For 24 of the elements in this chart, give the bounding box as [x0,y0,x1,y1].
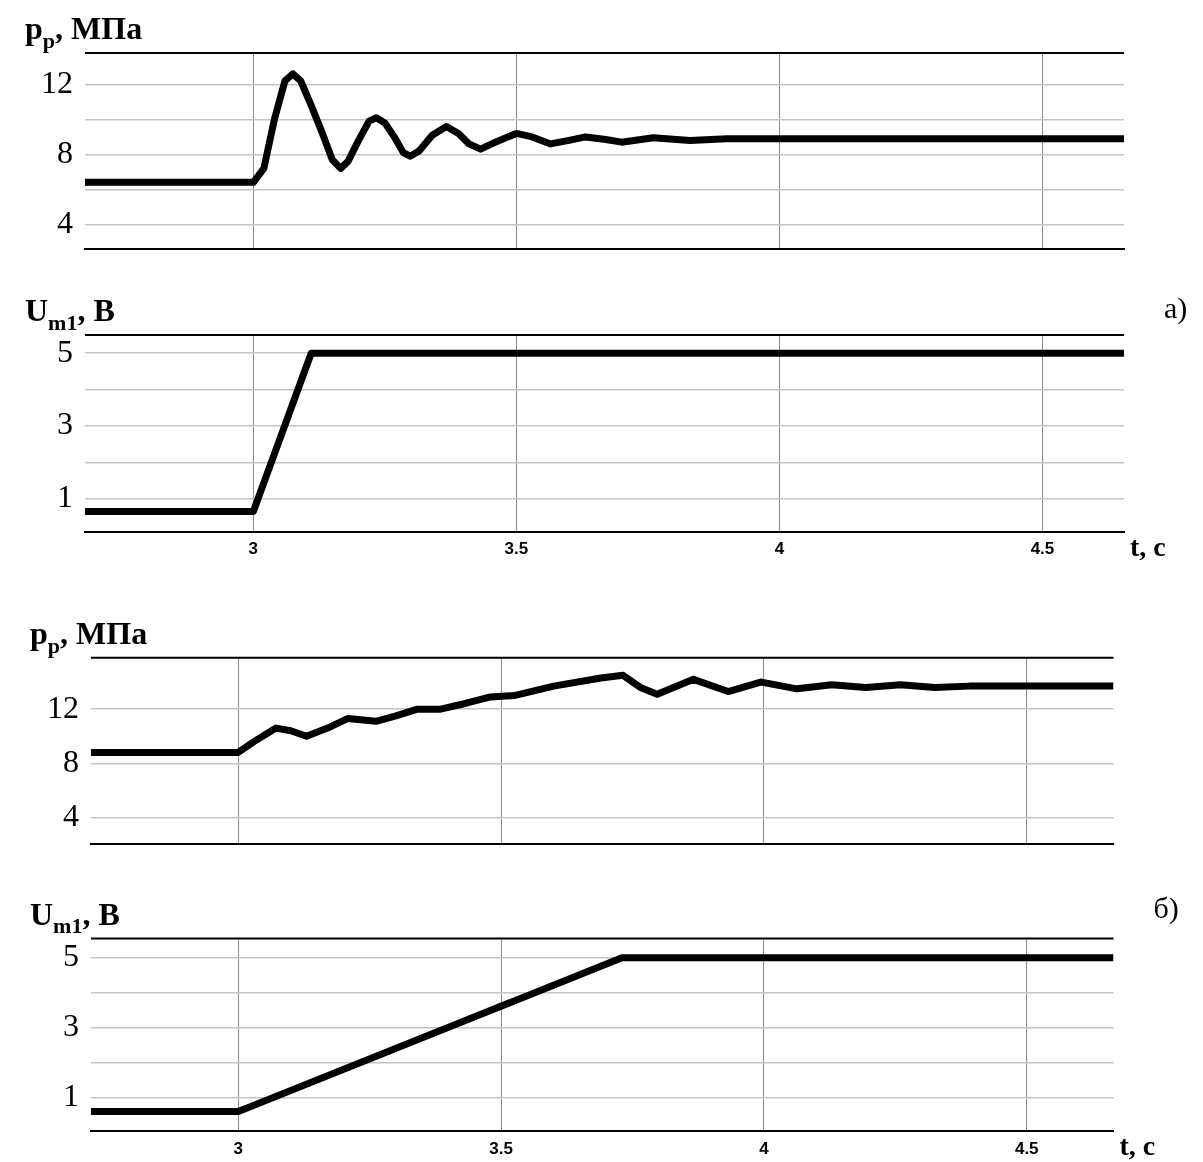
y-tick-label: 4 [57,203,73,240]
x-tick-label: 3 [248,539,259,559]
x-tick-label: 3 [233,1138,243,1158]
y-tick-label: 1 [63,1076,79,1113]
x-tick-label: 4.5 [1030,539,1055,559]
x-axis-title: t, с [1119,1129,1156,1161]
x-tick-label: 4.5 [1014,1138,1039,1158]
y-tick-label: 5 [57,332,73,369]
y-tick-label: 1 [57,478,73,515]
y-tick-label: 5 [63,937,79,974]
text: б) [1153,891,1179,925]
x-tick-label: 3.5 [504,539,529,559]
y-tick-label: 4 [63,796,79,833]
x-axis-title: t, с [1130,530,1166,562]
y-tick-label: 3 [57,405,73,442]
y-tick-label: 3 [63,1007,79,1044]
x-tick-label: 4 [774,539,785,559]
text: а) [1164,291,1188,325]
x-tick-label: 4 [759,1138,770,1158]
x-tick-label: 3.5 [489,1138,513,1158]
y-tick-label: 12 [41,63,73,100]
y-tick-label: 12 [47,688,79,725]
y-tick-label: 8 [63,742,79,779]
y-tick-label: 8 [57,133,73,170]
